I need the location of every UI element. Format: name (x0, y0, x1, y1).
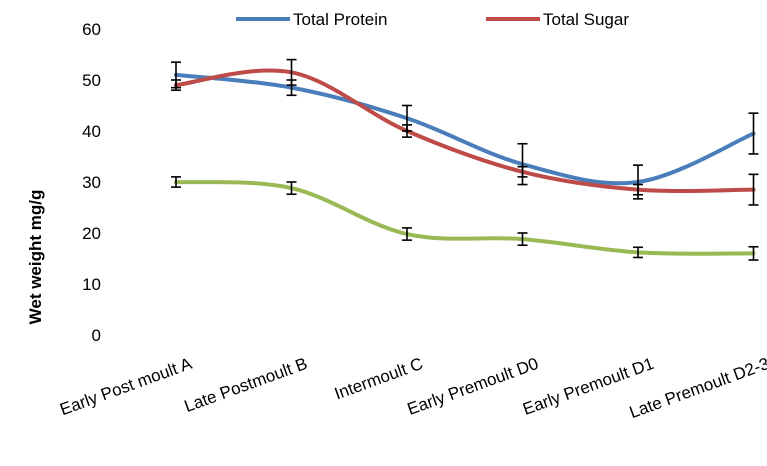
x-tick-label: Early Premoult D0 (405, 354, 541, 419)
error-bar (517, 165, 528, 178)
error-bar (402, 227, 412, 241)
y-axis-label: Wet weight mg/g (26, 190, 45, 325)
y-tick-label: 30 (82, 173, 101, 192)
y-tick-label: 50 (82, 71, 101, 90)
x-tick-label: Late Postmoult B (182, 354, 310, 416)
legend-label: Total Sugar (543, 10, 629, 29)
x-tick-label: Early Post moult A (57, 354, 195, 420)
y-axis: 0 10 20 30 40 50 60 (82, 20, 101, 345)
error-bar (517, 232, 528, 247)
series-line (174, 180, 756, 256)
error-bar (633, 246, 643, 259)
plot-area (171, 58, 759, 261)
error-bar (748, 173, 759, 206)
error-bar (633, 183, 643, 196)
error-bar (171, 176, 181, 188)
y-tick-label: 10 (82, 275, 101, 294)
legend-label: Total Protein (293, 10, 388, 29)
legend-item: Total Protein (236, 10, 388, 29)
legend: Total Protein Total Sugar (236, 10, 629, 29)
series-line (174, 68, 756, 193)
y-tick-label: 20 (82, 224, 101, 243)
y-tick-label: 40 (82, 122, 101, 141)
error-bar (171, 79, 181, 91)
error-bar (286, 58, 297, 86)
y-tick-label: 0 (92, 326, 101, 345)
error-bar (517, 142, 528, 186)
error-bar (748, 245, 759, 261)
legend-item: Total Sugar (486, 10, 629, 29)
error-bar (286, 181, 297, 196)
y-tick-label: 60 (82, 20, 101, 39)
error-bar (748, 112, 759, 155)
series-line (174, 72, 756, 186)
x-tick-label: Intermoult C (332, 354, 426, 404)
error-bar (402, 124, 412, 138)
